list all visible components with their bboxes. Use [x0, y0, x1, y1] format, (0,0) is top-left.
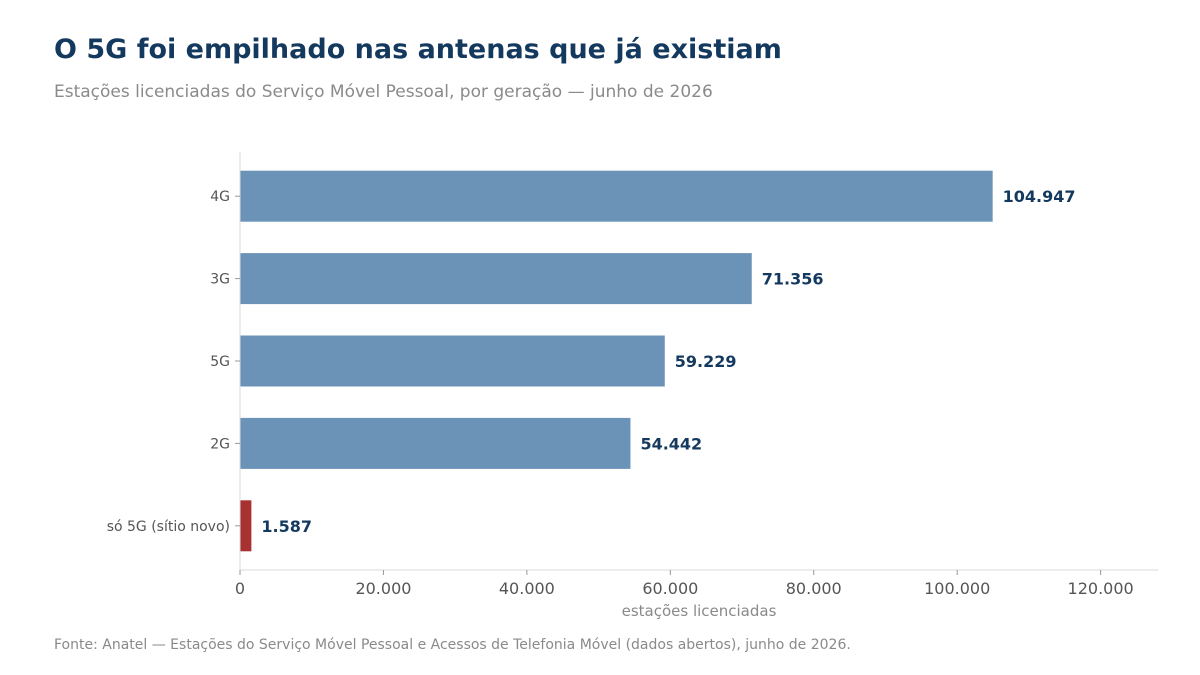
category-label: 5G	[210, 354, 230, 370]
x-tick-label: 40.000	[499, 579, 555, 598]
category-label: 2G	[210, 436, 230, 452]
bar	[240, 170, 993, 222]
chart-subtitle: Estações licenciadas do Serviço Móvel Pe…	[54, 82, 713, 102]
x-axis: 0 20.000 40.000 60.000 80.000 100.000 120.000 e…	[235, 152, 1158, 620]
category-label: 3G	[210, 272, 230, 288]
x-tick-label: 120.000	[1068, 579, 1134, 598]
data-label: 71.356	[762, 270, 824, 289]
bar	[240, 500, 252, 552]
x-axis-title: estações licenciadas	[622, 602, 777, 620]
bars-group	[240, 170, 993, 552]
category-label: só 5G (sítio novo)	[107, 519, 230, 535]
x-tick-label: 100.000	[924, 579, 990, 598]
x-tick-label: 20.000	[355, 579, 411, 598]
data-label: 59.229	[675, 352, 737, 371]
source-note: Fonte: Anatel — Estações do Serviço Móve…	[54, 637, 851, 653]
data-label: 1.587	[261, 517, 312, 536]
data-label: 104.947	[1003, 187, 1076, 206]
x-tick-label: 0	[235, 579, 245, 598]
labels-group: 4G 104.947 3G 71.356 5G 59.229 2G 54.442 só 5G (…	[107, 187, 1076, 536]
category-label: 4G	[210, 189, 230, 205]
bar	[240, 253, 752, 305]
x-tick-label: 60.000	[642, 579, 698, 598]
chart-title: O 5G foi empilhado nas antenas que já ex…	[54, 34, 782, 65]
data-label: 54.442	[640, 434, 702, 453]
bar	[240, 335, 665, 387]
x-tick-label: 80.000	[786, 579, 842, 598]
bar	[240, 417, 631, 469]
